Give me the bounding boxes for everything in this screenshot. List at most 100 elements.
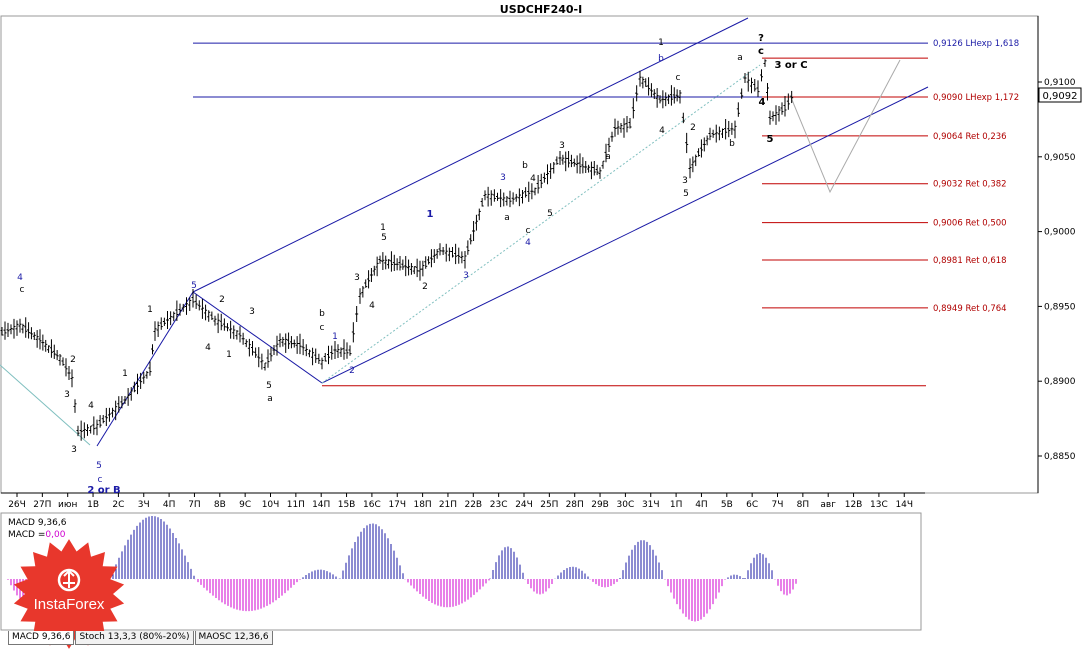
channel-lower bbox=[321, 86, 929, 384]
time-tick-label: 29В bbox=[591, 500, 609, 510]
time-tick-label: 24Ч bbox=[515, 500, 533, 510]
wave-label: 2 or B bbox=[87, 485, 120, 496]
wave-label: c bbox=[526, 226, 531, 236]
time-tick-label: 14Ч bbox=[895, 500, 913, 510]
level-label: 0,9064 Ret 0,236 bbox=[933, 132, 1007, 142]
time-tick-label: 14П bbox=[312, 500, 330, 510]
wave-label: 1 bbox=[122, 369, 128, 379]
level-label: 0,9032 Ret 0,382 bbox=[933, 180, 1007, 190]
wave-label: a bbox=[267, 394, 273, 404]
wave-label: 3 bbox=[71, 445, 77, 455]
level-label: 0,9090 LHexp 1,172 bbox=[933, 93, 1019, 103]
price-tick-label: 0,9000 bbox=[1044, 228, 1076, 238]
tab-macd[interactable]: MACD 9,36,6 bbox=[8, 631, 75, 645]
wave-label: 4 bbox=[205, 343, 211, 353]
time-tick-label: 27П bbox=[33, 500, 51, 510]
macd-histogram bbox=[7, 516, 797, 622]
wave-label: 3 bbox=[682, 176, 688, 186]
time-tick-label: 28П bbox=[566, 500, 584, 510]
wave-label: b bbox=[522, 161, 528, 171]
wave-label: 2 bbox=[219, 295, 225, 305]
level-label: 0,8949 Ret 0,764 bbox=[933, 304, 1007, 314]
price-tick-label: 0,8850 bbox=[1044, 452, 1076, 462]
time-axis: 26Ч 27П июн 1В 2С 3Ч 4П 7П 8В 9С 10Ч 11П 14П 15В 16С 17… bbox=[8, 493, 913, 510]
time-tick-label: 22В bbox=[464, 500, 482, 510]
wave-label: c bbox=[98, 475, 103, 485]
level-lines: 0,9126 LHexp 1,618 0,9090 LHexp 1,172 0,90… bbox=[193, 39, 1019, 387]
time-tick-label: 7Ч bbox=[772, 500, 784, 510]
wave-label: 5 bbox=[266, 381, 272, 391]
time-tick-label: 4П bbox=[163, 500, 176, 510]
wave-label: ? bbox=[758, 33, 764, 44]
projection bbox=[789, 59, 901, 194]
wave-label: 4 bbox=[369, 301, 375, 311]
time-tick-label: 16С bbox=[363, 500, 381, 510]
wave-label: 1 bbox=[226, 350, 232, 360]
wave-label: 4 bbox=[17, 273, 23, 283]
wave-label: 3 bbox=[354, 273, 360, 283]
time-tick-label: 5В bbox=[721, 500, 733, 510]
wave-label: b bbox=[729, 139, 735, 149]
time-tick-label: 31Ч bbox=[642, 500, 660, 510]
time-tick-label: 15В bbox=[338, 500, 356, 510]
wave-label: 1 bbox=[147, 305, 153, 315]
time-tick-label: июн bbox=[58, 500, 77, 510]
level-label: 0,9006 Ret 0,500 bbox=[933, 219, 1007, 229]
wave-label: 4 bbox=[530, 174, 536, 184]
inner-line-left bbox=[0, 364, 91, 446]
time-tick-label: 3Ч bbox=[138, 500, 150, 510]
time-tick-label: 1П bbox=[670, 500, 683, 510]
wave-label: 5 bbox=[191, 281, 197, 291]
time-tick-label: 9С bbox=[239, 500, 251, 510]
trend-channel bbox=[0, 17, 929, 447]
wave-label: 1 bbox=[427, 209, 434, 220]
time-tick-label: 12В bbox=[845, 500, 863, 510]
wave-label: 3 or C bbox=[774, 60, 807, 71]
tab-stoch[interactable]: Stoch 13,3,3 (80%-20%) bbox=[75, 631, 194, 645]
price-candles bbox=[0, 59, 794, 441]
wave-label: c bbox=[320, 323, 325, 333]
chart-title: USDCHF240-I bbox=[500, 3, 582, 16]
wave-label: 4 bbox=[659, 126, 665, 136]
wave-label: b bbox=[658, 54, 664, 64]
channel-upper bbox=[192, 17, 749, 293]
time-tick-label: 17Ч bbox=[388, 500, 406, 510]
wave-label: c bbox=[20, 285, 25, 295]
time-tick-label: 30С bbox=[617, 500, 635, 510]
wave-label: 3 bbox=[249, 307, 255, 317]
wave-label: c bbox=[676, 73, 681, 83]
wave-label: b bbox=[319, 309, 325, 319]
time-tick-label: 25П bbox=[540, 500, 558, 510]
time-tick-label: 11П bbox=[287, 500, 305, 510]
wave-label: 4 bbox=[88, 401, 94, 411]
wave-label: 2 bbox=[422, 282, 428, 292]
level-label: 0,9126 LHexp 1,618 bbox=[933, 39, 1019, 49]
wave-label: 1 bbox=[380, 223, 386, 233]
indicator-tabs: MACD 9,36,6 Stoch 13,3,3 (80%-20%) MAOSC… bbox=[8, 631, 274, 645]
wave-label: a bbox=[605, 152, 611, 162]
wave-label: 3 bbox=[463, 271, 469, 281]
time-tick-label: 23С bbox=[490, 500, 508, 510]
price-tick-label: 0,9100 bbox=[1044, 78, 1076, 88]
time-tick-label: 7П bbox=[188, 500, 201, 510]
price-tick-label: 0,8900 bbox=[1044, 377, 1076, 387]
last-price-box bbox=[1038, 87, 1082, 103]
time-tick-label: авг bbox=[820, 500, 836, 510]
wave-label: 3 bbox=[500, 173, 506, 183]
time-tick-label: 4П bbox=[695, 500, 708, 510]
price-axis: 0,9100 0,9050 0,9000 0,8950 0,8900 0,8850 bbox=[1038, 78, 1076, 462]
wave-label: 2 bbox=[690, 123, 696, 133]
time-tick-label: 8В bbox=[214, 500, 226, 510]
wave-label: 1 bbox=[332, 332, 338, 342]
macd-label: MACD 9,36,6 bbox=[8, 518, 67, 528]
tab-maosc[interactable]: MAOSC 12,36,6 bbox=[194, 631, 273, 645]
instaforex-logo: InstaForex bbox=[13, 539, 125, 649]
time-tick-label: 26Ч bbox=[8, 500, 26, 510]
wave-label: 2 bbox=[349, 366, 355, 376]
wave-label: a bbox=[504, 213, 510, 223]
time-tick-label: 18П bbox=[413, 500, 431, 510]
wave-label: 1 bbox=[658, 38, 664, 48]
wave-label: 5 bbox=[381, 233, 387, 243]
wave-label: 5 bbox=[547, 209, 553, 219]
